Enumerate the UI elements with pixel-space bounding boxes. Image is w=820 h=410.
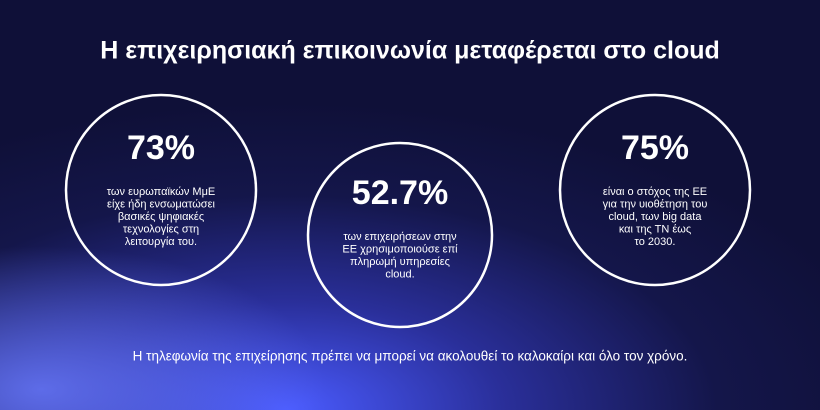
stat-description: τεχνολογίες στη <box>123 223 199 235</box>
stat-description: των επιχειρήσεων στην <box>343 231 457 243</box>
stat-description: λειτουργία του. <box>125 236 197 248</box>
stat-description: ΕΕ χρησιμοποιούσε επί <box>342 243 458 255</box>
stat-description: cloud. <box>385 268 414 280</box>
title: Η επιχειρησιακή επικοινωνία μεταφέρεται … <box>100 37 720 65</box>
footer: Η τηλεφωνία της επιχείρησης πρέπει να μπ… <box>133 349 688 364</box>
stat-figure: 52.7% <box>352 174 448 212</box>
stat-description: βασικές ψηφιακές <box>118 211 204 223</box>
stat-figure: 75% <box>621 129 689 167</box>
stat-description: cloud, των big data <box>609 211 703 223</box>
stat-description: πληρωμή υπηρεσίες <box>350 256 450 268</box>
stat-circle <box>306 141 494 329</box>
stat-description: το 2030. <box>635 236 676 248</box>
stat-description: είναι ο στόχος της ΕΕ <box>603 186 707 198</box>
stat-description: για την υιοθέτηση του <box>603 198 708 210</box>
stat-description: και της ΤΝ έως <box>619 223 691 235</box>
stat-circle <box>64 93 258 287</box>
stat-description: των ευρωπαϊκών ΜμΕ <box>107 186 216 198</box>
stat-figure: 73% <box>127 129 195 167</box>
stat-description: είχε ήδη ενσωματώσει <box>107 198 215 210</box>
stat-circle <box>558 93 752 287</box>
